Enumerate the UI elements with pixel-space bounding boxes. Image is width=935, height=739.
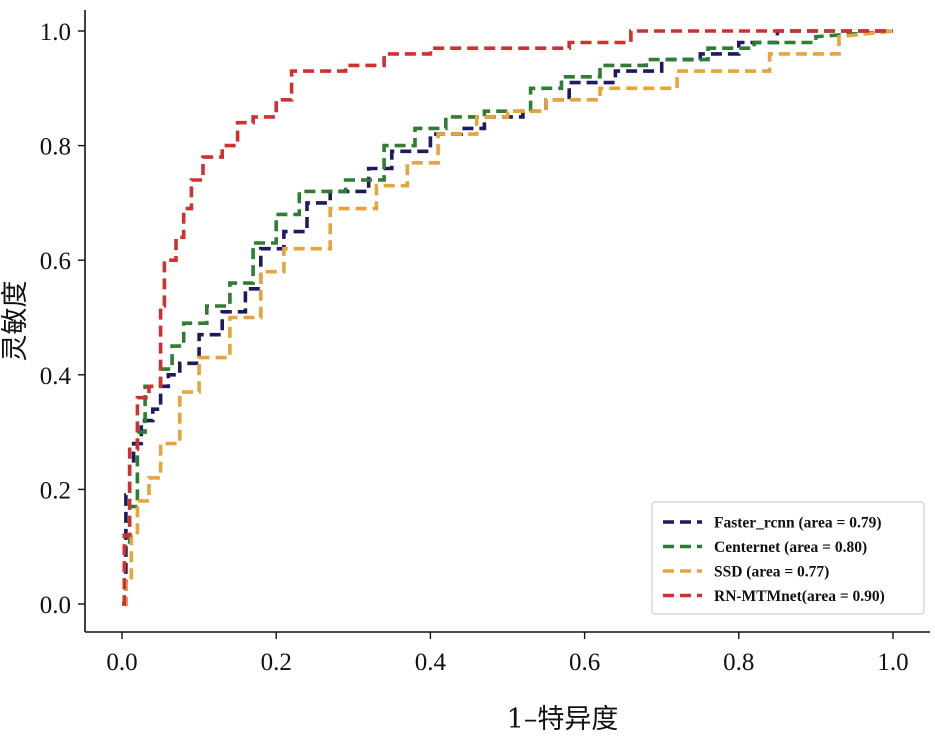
legend-label: RN-MTMnet(area = 0.90) [714, 588, 885, 605]
y-tick-label: 0.2 [40, 477, 71, 504]
x-axis-title: 1–特异度 [507, 704, 619, 735]
series-line-3 [122, 29, 893, 606]
series-line-0 [122, 29, 893, 606]
y-tick-label: 0.8 [40, 134, 71, 161]
y-tick-label: 0.6 [40, 248, 71, 275]
x-axis-ticks: 0.0 0.2 0.4 0.6 0.8 1.0 [106, 632, 909, 676]
legend-label: Faster_rcnn (area = 0.79) [714, 515, 882, 532]
y-axis-title: 灵敏度 [0, 281, 31, 362]
x-tick-label: 0.8 [723, 649, 754, 676]
x-tick-label: 0.4 [415, 649, 447, 676]
y-tick-label: 0.0 [40, 592, 71, 619]
y-axis-ticks: 0.0 0.2 0.4 0.6 0.8 1.0 [40, 19, 85, 619]
x-tick-label: 0.2 [261, 649, 292, 676]
axes-layer [84, 10, 930, 633]
legend: Faster_rcnn (area = 0.79) Centernet (area… [651, 501, 925, 615]
legend-box [651, 501, 925, 615]
x-tick-label: 0.6 [569, 649, 600, 676]
x-tick-label: 0.0 [106, 649, 137, 676]
legend-label: SSD (area = 0.77) [714, 564, 829, 581]
series-line-2 [122, 29, 894, 606]
y-tick-label: 1.0 [40, 19, 71, 46]
series-layer [122, 29, 894, 606]
y-tick-label: 0.4 [40, 363, 72, 390]
legend-label: Centernet (area = 0.80) [714, 539, 867, 556]
x-tick-label: 1.0 [877, 649, 908, 676]
